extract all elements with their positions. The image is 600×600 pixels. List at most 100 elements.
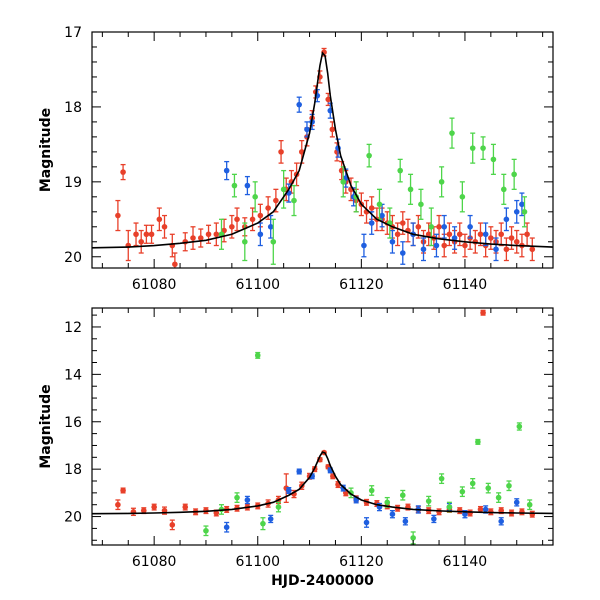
- top-data-point: [366, 152, 372, 159]
- top-y-tick-label: 17: [64, 25, 82, 41]
- top-y-tick-labels: 17 18 19 20: [64, 25, 82, 266]
- bottom-data-point: [223, 524, 230, 531]
- top-data-point: [379, 212, 385, 219]
- bottom-data-point: [384, 499, 391, 506]
- bottom-data-point: [410, 535, 416, 541]
- top-data-point: [519, 201, 525, 208]
- top-data-point: [529, 246, 536, 253]
- top-x-tick-label: 61120: [339, 277, 384, 293]
- bottom-data-point: [286, 487, 292, 494]
- top-data-point: [265, 205, 271, 211]
- bottom-data-point: [513, 499, 520, 506]
- top-data-point: [521, 209, 528, 215]
- top-data-point: [498, 231, 505, 238]
- top-panel: 61080 61100 61120 61140 17 18 19 20 Magn…: [38, 25, 554, 293]
- top-data-point: [524, 231, 530, 238]
- bottom-x-tick-label: 61100: [235, 554, 280, 570]
- bottom-panel: 61080 61100 61120 61140 12 14 16 18 20 M…: [38, 307, 554, 589]
- top-data-point: [133, 231, 139, 238]
- top-data-point: [399, 250, 406, 256]
- top-data-point: [329, 126, 336, 133]
- bottom-data-point: [296, 468, 302, 475]
- bottom-data-point: [467, 510, 473, 516]
- top-data-point: [205, 231, 212, 238]
- top-data-point: [394, 231, 401, 238]
- top-data-point: [267, 223, 274, 230]
- top-data-point: [508, 235, 515, 241]
- top-data-point: [415, 223, 422, 230]
- bottom-data-point: [213, 510, 220, 516]
- bottom-y-tick-label: 20: [64, 510, 82, 526]
- top-x-tick-label: 61140: [443, 277, 488, 293]
- bottom-data-point: [244, 497, 251, 503]
- top-data-point: [223, 167, 230, 174]
- bottom-data-point: [431, 516, 437, 522]
- top-data-point: [368, 220, 375, 226]
- bottom-data-point: [234, 494, 240, 501]
- bottom-data-point: [399, 492, 406, 499]
- top-data-point: [296, 101, 302, 108]
- bottom-data-point: [140, 507, 147, 514]
- bottom-y-tick-label: 18: [64, 462, 82, 478]
- bottom-data-point: [495, 494, 502, 501]
- bottom-data-point: [462, 511, 468, 517]
- top-data-point: [469, 145, 476, 151]
- top-data-point: [257, 231, 264, 238]
- top-data-point: [456, 231, 463, 238]
- bottom-x-tick-label: 61140: [443, 554, 488, 570]
- bottom-x-tick-labels: 61080 61100 61120 61140: [132, 554, 487, 570]
- top-data-point: [368, 205, 375, 211]
- bottom-x-tick-label: 61080: [132, 554, 177, 570]
- top-plot-area: [92, 47, 553, 268]
- top-data-point: [257, 212, 264, 219]
- top-data-point: [376, 201, 383, 208]
- top-data-point: [340, 179, 347, 185]
- top-data-point: [490, 156, 497, 163]
- top-data-point: [503, 216, 510, 223]
- top-data-point: [273, 197, 279, 204]
- top-plot-frame: [91, 31, 554, 269]
- top-data-point: [446, 231, 453, 238]
- top-y-axis-title: Magnitude: [38, 108, 54, 192]
- top-series-blue: [223, 89, 525, 265]
- top-data-point: [229, 223, 235, 230]
- top-data-point: [325, 96, 331, 103]
- bottom-data-point: [516, 423, 523, 430]
- bottom-data-point: [506, 482, 512, 489]
- bottom-y-tick-label: 16: [64, 415, 82, 431]
- top-data-point: [513, 238, 520, 245]
- bottom-x-axis-title: HJD-2400000: [271, 573, 374, 589]
- top-data-point: [397, 167, 403, 174]
- top-data-point: [467, 223, 473, 230]
- top-data-point: [361, 242, 367, 249]
- top-x-tick-label: 61080: [132, 277, 177, 293]
- bottom-data-point: [203, 527, 209, 534]
- top-model-curve: [92, 51, 553, 249]
- top-data-point: [420, 246, 427, 253]
- bottom-data-point: [438, 475, 445, 482]
- bottom-plot-frame: [91, 307, 554, 546]
- top-x-tick-label: 61100: [235, 277, 280, 293]
- top-data-point: [462, 242, 468, 249]
- bottom-data-point: [456, 507, 463, 514]
- bottom-data-point: [498, 518, 505, 525]
- bottom-data-point: [485, 485, 492, 491]
- bottom-data-point: [477, 506, 484, 513]
- top-data-point: [399, 220, 406, 226]
- bottom-data-point: [151, 504, 157, 510]
- top-data-point: [438, 179, 445, 185]
- top-data-point: [278, 149, 284, 155]
- top-data-point: [513, 209, 520, 215]
- top-data-point: [304, 126, 310, 133]
- bottom-y-tick-label: 12: [64, 320, 82, 336]
- top-data-point: [433, 242, 440, 249]
- top-data-point: [291, 197, 297, 204]
- top-data-point: [436, 223, 442, 230]
- bottom-series-red: [115, 309, 536, 531]
- top-data-point: [441, 242, 448, 249]
- top-data-point: [172, 261, 178, 268]
- top-series-green: [218, 117, 528, 265]
- top-data-point: [428, 223, 435, 230]
- top-data-point: [280, 186, 287, 193]
- bottom-data-point: [446, 504, 453, 510]
